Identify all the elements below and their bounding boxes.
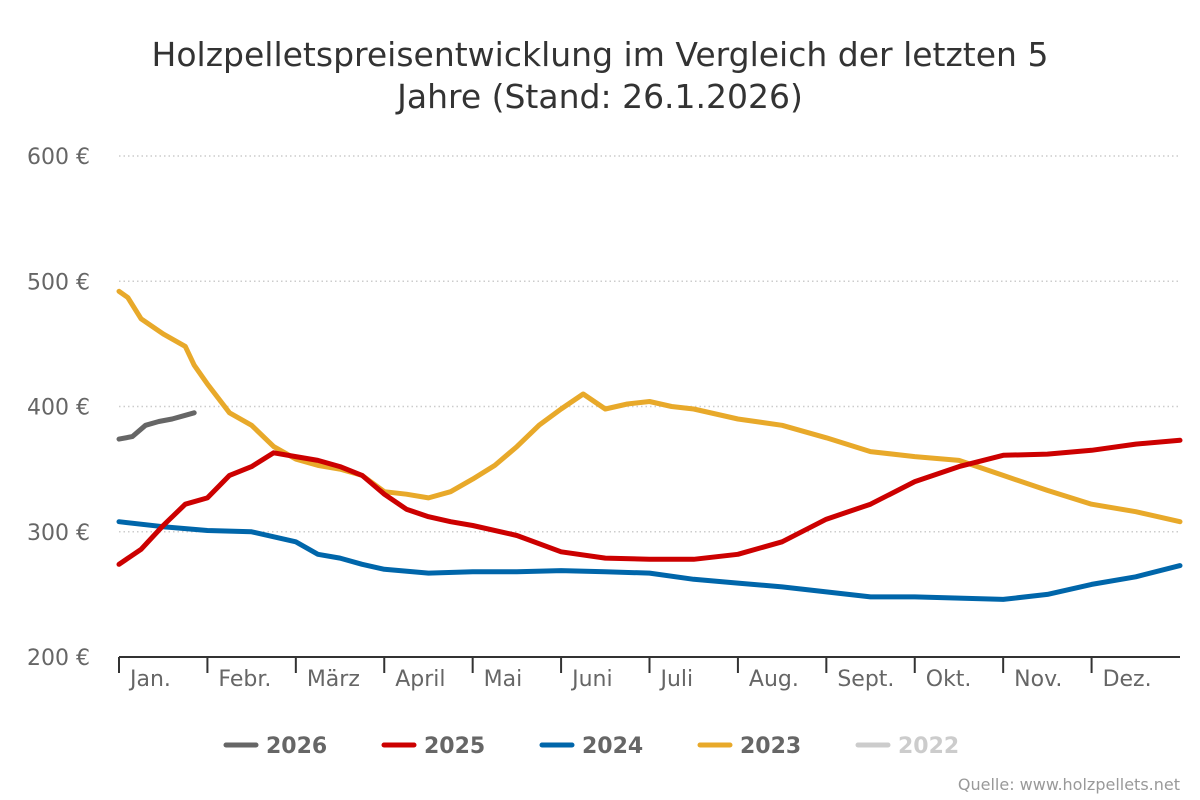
x-tick-label: März (307, 667, 360, 692)
chart-title-line-2: Jahre (Stand: 26.1.2026) (397, 77, 803, 116)
x-tick-label: Juni (570, 667, 613, 692)
x-tick-label: Mai (484, 667, 523, 692)
x-tick-label: Sept. (837, 667, 894, 692)
y-tick-label: 500 € (27, 270, 90, 295)
y-tick-label: 400 € (27, 396, 90, 421)
source-credit: Quelle: www.holzpellets.net (958, 775, 1180, 794)
legend-item-2026[interactable]: 2026 (223, 734, 327, 759)
x-tick-label: Nov. (1014, 667, 1062, 692)
y-tick-label: 600 € (27, 145, 90, 170)
chart-title-line-1: Holzpelletspreisentwicklung im Vergleich… (151, 35, 1049, 74)
x-tick-label: Juli (659, 667, 694, 692)
legend-label: 2022 (898, 734, 959, 759)
chart-title: Holzpelletspreisentwicklung im Vergleich… (0, 34, 1200, 118)
x-tick-label: April (395, 667, 445, 692)
series-line-2025 (116, 437, 1183, 567)
y-axis-tick-labels: 200 € 300 € 400 € 500 € 600 € (27, 145, 90, 671)
x-axis: Jan. Febr. März April Mai Juni Juli Aug. Sept. Ok… (118, 656, 1180, 692)
legend-label: 2023 (740, 734, 801, 759)
series-line-2024 (116, 519, 1183, 602)
legend-label: 2025 (424, 734, 485, 759)
legend: 2026 2025 2024 2023 2022 (223, 734, 959, 759)
legend-item-2022[interactable]: 2022 (855, 734, 959, 759)
x-tick-label: Febr. (218, 667, 271, 692)
y-tick-label: 300 € (27, 521, 90, 546)
y-tick-label: 200 € (27, 646, 90, 671)
series-line-2023 (116, 288, 1183, 525)
legend-label: 2026 (266, 734, 327, 759)
legend-item-2025[interactable]: 2025 (381, 734, 485, 759)
x-tick-label: Okt. (926, 667, 972, 692)
grid-lines (119, 155, 1180, 533)
legend-item-2023[interactable]: 2023 (697, 734, 801, 759)
series-lines (116, 288, 1183, 602)
x-tick-label: Aug. (749, 667, 799, 692)
legend-label: 2024 (582, 734, 643, 759)
series-line-2026 (116, 410, 197, 442)
x-tick-label: Jan. (128, 667, 171, 692)
x-tick-label: Dez. (1103, 667, 1152, 692)
legend-item-2024[interactable]: 2024 (539, 734, 643, 759)
